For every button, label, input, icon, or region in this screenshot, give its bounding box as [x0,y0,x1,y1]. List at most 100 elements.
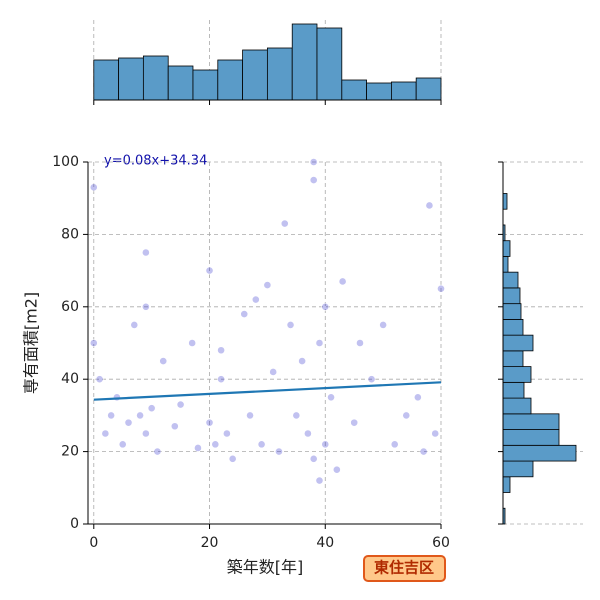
y-tick-label: 80 [61,226,79,242]
point [338,277,347,286]
bar [341,79,367,101]
point [217,375,225,384]
bar [217,59,243,101]
bar [391,81,417,101]
point [309,158,318,166]
point [419,447,428,456]
y-tick-label: 20 [61,444,79,460]
point [425,201,434,210]
point [257,440,266,449]
point [217,346,225,355]
bar [93,59,120,101]
bar [502,271,519,289]
bar [502,350,524,368]
point [251,295,260,304]
point [89,183,98,192]
regression-equation: y=0.08x+34.34 [104,154,207,169]
point [321,302,330,311]
bar [502,381,525,399]
bar [242,49,268,101]
point [101,429,110,438]
x-tick-label: 40 [316,535,334,551]
point [292,411,301,420]
bar [502,413,560,430]
bar [266,47,293,101]
y-tick-label: 40 [61,371,79,387]
point [350,418,359,427]
bar [192,69,219,101]
point [240,310,249,318]
point [356,339,364,347]
point [107,411,116,420]
point [263,281,272,289]
y-tick-label: 0 [70,516,79,532]
point [309,454,318,463]
bar [502,460,534,478]
point [188,339,197,347]
point [437,284,445,293]
point [332,465,341,474]
bar [502,476,511,493]
bar [366,82,392,101]
y-tick-label: 60 [61,299,79,315]
bar [415,77,442,101]
point [136,411,144,420]
badge [363,555,446,582]
bar [502,318,524,336]
bar [118,57,144,101]
point [402,411,411,420]
point [390,440,399,449]
point [170,422,179,431]
point [315,339,324,347]
point [431,429,440,438]
point [222,429,231,438]
regression-line [93,381,442,401]
point [269,368,278,376]
point [141,248,150,257]
bar [502,334,534,352]
point [286,320,295,329]
point [327,393,335,402]
point [141,302,150,311]
point [304,429,312,438]
point [194,444,202,452]
point [147,404,156,413]
point [275,447,283,456]
point [298,357,307,365]
point [379,320,388,329]
point [141,429,150,438]
bar [502,397,532,415]
x-axis-label: 築年数[年] [227,558,304,577]
point [228,454,237,463]
point [280,219,289,228]
bar [291,23,318,101]
bar [502,240,511,257]
bar [316,27,343,101]
bar [502,429,560,446]
point [413,393,422,402]
bar [502,366,532,383]
bar [502,287,521,305]
bar [142,55,169,101]
point [211,440,220,449]
x-tick-label: 0 [89,535,98,551]
point [309,176,318,184]
point [205,266,214,275]
point [205,418,214,427]
x-tick-label: 60 [432,535,450,551]
point [130,320,139,329]
bar [502,303,522,320]
point [246,411,254,420]
bar [502,256,509,273]
point [176,400,185,409]
point [153,447,162,456]
y-tick-label: 100 [52,154,79,170]
point [124,418,133,427]
badge-label: 東住吉区 [374,559,434,577]
point [315,476,324,485]
y-axis-label: 専有面積[m2] [22,292,41,394]
point [118,440,127,449]
point [89,339,98,347]
point [321,440,330,449]
